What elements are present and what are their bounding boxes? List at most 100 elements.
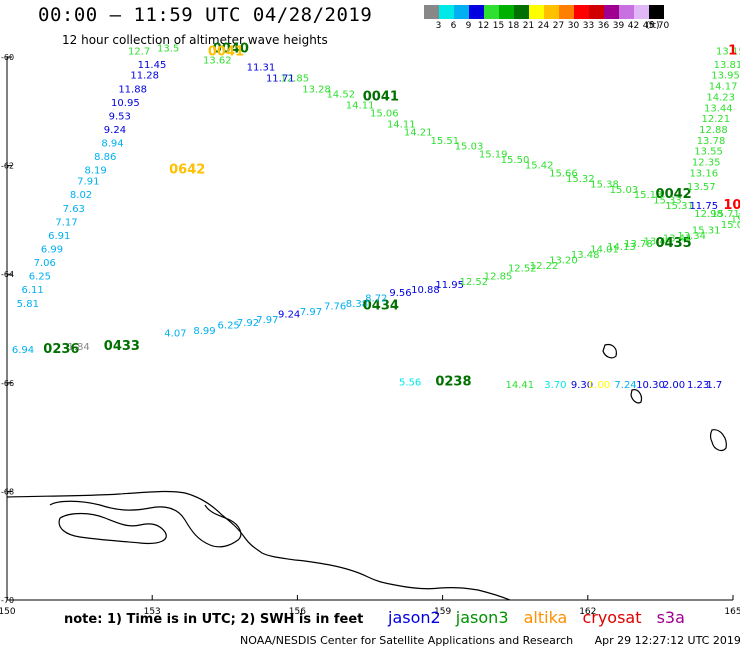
- note-text: note: 1) Time is in UTC; 2) SWH is in fe…: [64, 612, 364, 627]
- legend-swatch: [619, 5, 634, 19]
- lon-label: 150: [0, 607, 16, 617]
- time-label: 1054: [723, 198, 740, 213]
- lat-label: -64: [1, 270, 14, 279]
- satellite-legend: jason2 jason3 altika cryosat s3a: [388, 608, 695, 627]
- swh-label: 7.17: [55, 217, 77, 228]
- swh-label: 15.01: [721, 220, 740, 231]
- footer-timestamp: Apr 29 12:27:12 UTC 2019: [594, 634, 740, 647]
- coastline-ice-shelf: [58, 512, 167, 545]
- swh-label: 12.22: [530, 261, 559, 272]
- swh-label: 1.00: [588, 380, 610, 391]
- lat-label: -60: [1, 53, 14, 62]
- time-label: 1: [728, 43, 737, 58]
- swh-label: 12.85: [484, 272, 513, 283]
- swh-label: 13.20: [549, 255, 578, 266]
- legend-swatch: [544, 5, 559, 19]
- swh-label: 13.49: [643, 236, 672, 247]
- legend-swatch: [424, 5, 439, 19]
- swh-label: 11.31: [247, 63, 276, 74]
- swh-label: 15.33: [653, 196, 682, 207]
- swh-label: 14.52: [326, 90, 355, 101]
- sat-cryosat: cryosat: [582, 608, 642, 627]
- legend-swatch: [499, 5, 514, 19]
- swh-label: 14.11: [387, 120, 416, 131]
- legend-label: 12: [477, 21, 490, 31]
- swh-label: 7.76: [324, 301, 346, 312]
- swh-label: 13.34: [677, 231, 706, 242]
- time-label: 0238: [435, 375, 471, 390]
- sat-altika: altika: [523, 608, 568, 627]
- time-label: 0642: [169, 163, 205, 178]
- legend-label: 18: [507, 21, 520, 31]
- time-label: 0435: [656, 236, 692, 251]
- swh-label: 13.44: [704, 103, 733, 114]
- sat-jason2: jason2: [388, 608, 441, 627]
- swh-label: 7.24: [614, 380, 636, 391]
- time-label: 0042: [656, 187, 692, 202]
- swh-label: 10.95: [111, 98, 140, 109]
- swh-label: 3.70: [544, 380, 566, 391]
- swh-label: 10.30: [636, 380, 665, 391]
- map-subtitle: 12 hour collection of altimeter wave hei…: [62, 33, 328, 47]
- swh-label: 10.88: [411, 285, 440, 296]
- swh-label: 8.19: [84, 166, 106, 177]
- swh-label: 1.23: [687, 380, 709, 391]
- legend-swatch: [574, 5, 589, 19]
- swh-label: 2.00: [663, 380, 685, 391]
- swh-label: 13.78: [624, 239, 653, 250]
- legend-label: 30: [567, 21, 580, 31]
- map-title: 00:00 – 11:59 UTC 04/28/2019: [38, 4, 373, 26]
- swh-label: 11.88: [118, 84, 147, 95]
- legend-label: 9: [465, 21, 472, 31]
- swh-label: 4.07: [164, 329, 186, 340]
- legend-swatch: [454, 5, 469, 19]
- lat-label: -70: [1, 596, 14, 605]
- footer-credit: NOAA/NESDIS Center for Satellite Applica…: [240, 634, 574, 647]
- swh-label: 15.04: [731, 215, 740, 226]
- legend-label: 42: [627, 21, 640, 31]
- swh-label: 15.42: [525, 160, 554, 171]
- legend-swatch: [559, 5, 574, 19]
- legend-swatch: [469, 5, 484, 19]
- swh-label: 15.66: [549, 168, 578, 179]
- axis-ticks: -60 -62 -64 -66 -68 -70 150 153 156 159 162 165: [0, 53, 740, 617]
- swh-label: 7.06: [34, 258, 56, 269]
- legend-label: 33: [582, 21, 595, 31]
- swh-label: 13.15: [716, 46, 740, 57]
- swh-label: 12.21: [702, 114, 731, 125]
- legend-label: 24: [537, 21, 550, 31]
- coastline: [6, 343, 727, 601]
- lat-label: -68: [1, 487, 14, 496]
- swh-label: 15.03: [455, 141, 484, 152]
- swh-label: 1.7: [706, 380, 722, 391]
- lat-label: -62: [1, 162, 14, 171]
- island-1: [602, 343, 617, 359]
- swh-label: 11.71: [266, 73, 295, 84]
- legend-swatch: [439, 5, 454, 19]
- swh-label: 13.57: [687, 182, 716, 193]
- swh-label: 13.55: [694, 147, 723, 158]
- sat-s3a: s3a: [656, 608, 685, 627]
- swh-label: 15.31: [665, 201, 694, 212]
- lat-label: -66: [1, 379, 14, 388]
- swh-label: 11.28: [130, 71, 159, 82]
- lon-label: 156: [289, 607, 306, 617]
- swh-label: 5.81: [17, 299, 39, 310]
- swh-label: 9.24: [278, 310, 300, 321]
- footer: NOAA/NESDIS Center for Satellite Applica…: [240, 634, 740, 647]
- swh-label: 12.7: [128, 46, 150, 57]
- swh-label: 13.48: [571, 250, 600, 261]
- legend-swatch: [649, 5, 664, 19]
- legend-swatch: [529, 5, 544, 19]
- coastline-main: [6, 490, 511, 601]
- swh-labels: 5.81 6.11 6.25 7.06 6.99 6.91 7.17 7.63 8.02 7.91…: [12, 42, 740, 392]
- swh-label: 5.56: [399, 378, 421, 389]
- swh-label: 15.06: [370, 109, 399, 120]
- swh-label: 14.41: [506, 380, 535, 391]
- swh-label: 9.30: [571, 380, 593, 391]
- swh-label: 15.29: [738, 212, 740, 223]
- swh-label: 12.52: [508, 263, 537, 274]
- swh-label: 15.18: [634, 190, 663, 201]
